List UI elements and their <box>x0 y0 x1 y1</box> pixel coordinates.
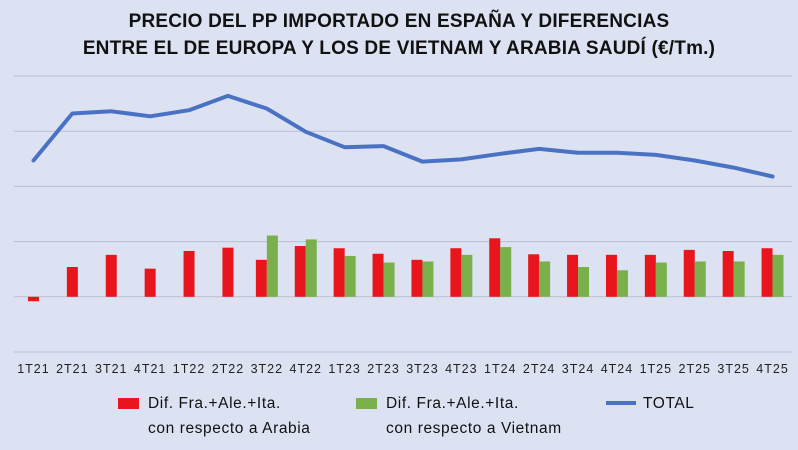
bar-vietnam-3T25 <box>733 261 745 297</box>
x-tick-2T23: 2T23 <box>367 362 400 376</box>
x-tick-3T22: 3T22 <box>251 362 284 376</box>
x-tick-3T24: 3T24 <box>562 362 595 376</box>
bar-vietnam-4T23 <box>461 254 473 297</box>
x-tick-4T25: 4T25 <box>756 362 789 376</box>
legend-vietnam-label-line2: con respecto a Vietnam <box>386 420 562 437</box>
bar-arabia-4T22 <box>294 246 306 297</box>
bar-arabia-3T23 <box>411 259 423 297</box>
x-tick-3T25: 3T25 <box>717 362 750 376</box>
x-tick-4T21: 4T21 <box>134 362 167 376</box>
bar-arabia-1T21 <box>27 296 39 302</box>
x-tick-2T22: 2T22 <box>212 362 245 376</box>
bar-vietnam-2T23 <box>383 262 395 297</box>
bar-arabia-2T25 <box>683 249 695 297</box>
x-tick-2T25: 2T25 <box>679 362 712 376</box>
legend-vietnam-label-line1: Dif. Fra.+Ale.+Ita. <box>386 395 519 412</box>
bar-arabia-1T24 <box>489 238 501 297</box>
bar-arabia-2T21 <box>66 266 78 297</box>
bar-arabia-1T25 <box>644 254 656 297</box>
bar-arabia-3T24 <box>567 254 579 297</box>
bar-vietnam-4T22 <box>305 239 317 297</box>
bar-arabia-2T24 <box>528 254 540 297</box>
bar-arabia-4T25 <box>761 248 773 297</box>
bar-arabia-4T24 <box>605 254 617 297</box>
bar-arabia-4T23 <box>450 248 462 297</box>
x-tick-1T24: 1T24 <box>484 362 517 376</box>
legend-arabia-label-line2: con respecto a Arabia <box>148 420 311 437</box>
x-tick-4T22: 4T22 <box>290 362 323 376</box>
bar-arabia-3T22 <box>255 259 267 297</box>
bar-arabia-1T23 <box>333 248 345 297</box>
legend-arabia-swatch <box>118 398 139 409</box>
bar-arabia-2T22 <box>222 247 234 297</box>
bars <box>27 235 784 302</box>
x-tick-1T25: 1T25 <box>640 362 673 376</box>
bar-vietnam-3T23 <box>422 261 434 297</box>
x-axis-tick-labels: 1T21 2T21 3T21 4T21 1T22 2T22 3T22 4T22 1T23 2T23… <box>17 362 789 376</box>
bar-vietnam-2T24 <box>539 261 551 297</box>
bar-vietnam-2T25 <box>694 261 706 297</box>
legend-vietnam-swatch <box>356 398 377 409</box>
chart-title-line1: PRECIO DEL PP IMPORTADO EN ESPAÑA Y DIFE… <box>128 11 670 32</box>
legend-total-swatch <box>606 401 636 405</box>
x-tick-4T23: 4T23 <box>445 362 478 376</box>
legend-total-label: TOTAL <box>643 395 695 412</box>
x-tick-3T23: 3T23 <box>406 362 439 376</box>
bar-arabia-2T23 <box>372 253 384 297</box>
total-line <box>31 93 775 179</box>
legend-arabia-label-line1: Dif. Fra.+Ale.+Ita. <box>148 395 281 412</box>
bar-vietnam-4T24 <box>616 270 628 297</box>
total-line-layer <box>31 93 775 179</box>
bar-arabia-3T25 <box>722 250 734 297</box>
bar-vietnam-3T24 <box>578 266 590 297</box>
bar-vietnam-3T22 <box>266 235 278 297</box>
x-tick-1T22: 1T22 <box>173 362 206 376</box>
chart-title: PRECIO DEL PP IMPORTADO EN ESPAÑA Y DIFE… <box>0 8 798 62</box>
bar-arabia-3T21 <box>105 254 117 297</box>
x-tick-2T21: 2T21 <box>56 362 89 376</box>
x-tick-2T24: 2T24 <box>523 362 556 376</box>
x-tick-1T21: 1T21 <box>17 362 50 376</box>
bar-vietnam-1T24 <box>500 247 512 297</box>
gridlines <box>14 75 792 353</box>
bar-arabia-4T21 <box>144 268 156 297</box>
x-tick-3T21: 3T21 <box>95 362 128 376</box>
bar-vietnam-1T25 <box>655 262 667 297</box>
bar-vietnam-4T25 <box>772 254 784 297</box>
x-tick-4T24: 4T24 <box>601 362 634 376</box>
chart-title-line2: ENTRE EL DE EUROPA Y LOS DE VIETNAM Y AR… <box>82 38 716 59</box>
bar-arabia-1T22 <box>183 250 195 297</box>
x-tick-1T23: 1T23 <box>328 362 361 376</box>
bar-vietnam-1T23 <box>344 255 356 297</box>
